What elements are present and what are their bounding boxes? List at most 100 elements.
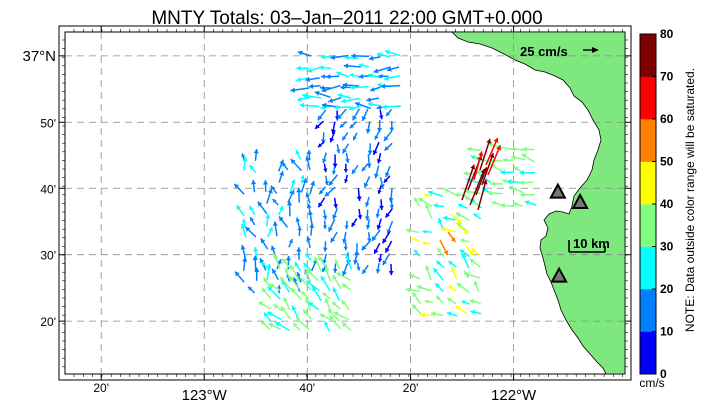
current-vector	[349, 73, 360, 78]
current-vector	[307, 66, 321, 73]
current-vector	[340, 299, 350, 311]
current-vector	[281, 162, 289, 171]
current-vector	[510, 155, 526, 161]
current-vector	[441, 226, 456, 233]
current-vectors	[233, 49, 537, 332]
current-vector	[311, 285, 322, 302]
current-vector	[300, 178, 308, 193]
current-vector	[297, 50, 312, 57]
current-vector	[304, 297, 312, 312]
current-vector	[305, 280, 320, 292]
arrow-scale-label: 25 cm/s	[520, 44, 568, 59]
current-vector	[300, 290, 310, 300]
colorbar-tick-label: 30	[660, 240, 674, 254]
current-vector	[272, 221, 278, 237]
current-vector	[351, 218, 358, 228]
current-vector	[461, 253, 470, 269]
current-vector	[473, 151, 484, 181]
current-vector	[381, 104, 402, 110]
current-vector	[386, 66, 400, 72]
current-vector	[354, 101, 372, 110]
current-vector	[317, 255, 330, 271]
current-vector	[345, 253, 353, 270]
current-vector	[485, 137, 499, 166]
current-vector	[418, 197, 433, 207]
current-vector	[422, 229, 432, 234]
current-vector	[320, 275, 331, 292]
current-vector	[285, 255, 292, 270]
current-vector	[332, 154, 338, 168]
current-vector	[383, 74, 400, 81]
current-vector	[235, 204, 245, 217]
current-vector	[332, 208, 338, 220]
current-vector	[384, 208, 393, 219]
current-vector	[332, 287, 340, 301]
current-vector	[306, 149, 312, 161]
current-vector	[305, 155, 311, 171]
arrow-scale-legend: 25 cm/s	[520, 44, 599, 59]
current-vector	[522, 146, 535, 152]
current-vector	[330, 54, 349, 60]
current-vector	[437, 247, 444, 257]
current-vector	[263, 311, 272, 322]
current-vector	[519, 180, 534, 186]
current-vector	[455, 212, 470, 221]
current-vector	[324, 320, 330, 332]
current-vector	[280, 306, 292, 320]
current-vector	[378, 253, 383, 263]
current-vector	[302, 308, 312, 320]
current-vector	[272, 198, 279, 206]
current-vector	[456, 282, 470, 294]
current-vector	[334, 259, 341, 270]
current-vector	[411, 236, 421, 243]
station-east	[571, 192, 589, 209]
colorbar-segment	[640, 246, 656, 290]
current-vector	[262, 276, 273, 290]
current-vector	[329, 131, 336, 143]
current-vector	[469, 258, 481, 268]
current-vector	[435, 260, 445, 269]
current-vector	[324, 267, 332, 282]
current-vector	[337, 93, 352, 99]
lat-tick-label: 40'	[40, 182, 56, 196]
current-vector	[306, 236, 312, 248]
current-vector	[351, 164, 359, 175]
current-vector	[372, 141, 380, 156]
current-vector	[358, 73, 372, 79]
current-vector	[425, 203, 433, 219]
current-vector	[296, 76, 309, 83]
current-vector	[336, 271, 351, 282]
current-vector	[295, 317, 310, 331]
current-vector	[288, 179, 296, 195]
current-vector	[327, 218, 336, 233]
current-vector	[423, 192, 432, 198]
current-vector	[373, 66, 391, 74]
current-vector	[376, 218, 382, 230]
scale-bar-label: 10 km	[573, 236, 610, 251]
current-vector	[425, 265, 432, 281]
current-vector	[370, 86, 381, 92]
current-vector	[290, 287, 302, 301]
current-vector	[297, 96, 311, 102]
current-vector	[302, 262, 312, 271]
current-vector	[432, 267, 444, 281]
colorbar-segment	[640, 34, 656, 77]
current-vector	[287, 189, 295, 203]
current-vector	[291, 305, 300, 321]
colorbar-segment	[640, 119, 656, 162]
current-vector	[234, 271, 245, 283]
current-vector	[281, 257, 292, 270]
lon-tick-label: 20'	[93, 381, 109, 395]
current-vector	[344, 220, 349, 230]
current-vector	[384, 165, 391, 178]
current-vector	[363, 176, 371, 188]
current-vector	[324, 186, 336, 198]
current-vector	[342, 231, 348, 244]
current-vector	[365, 121, 371, 134]
current-vector	[430, 311, 443, 317]
colorbar-tick-label: 10	[660, 325, 674, 339]
lon-tick-label: 123°W	[182, 387, 228, 404]
current-vector	[336, 71, 350, 78]
current-vector	[305, 192, 311, 204]
current-vector	[325, 74, 340, 80]
